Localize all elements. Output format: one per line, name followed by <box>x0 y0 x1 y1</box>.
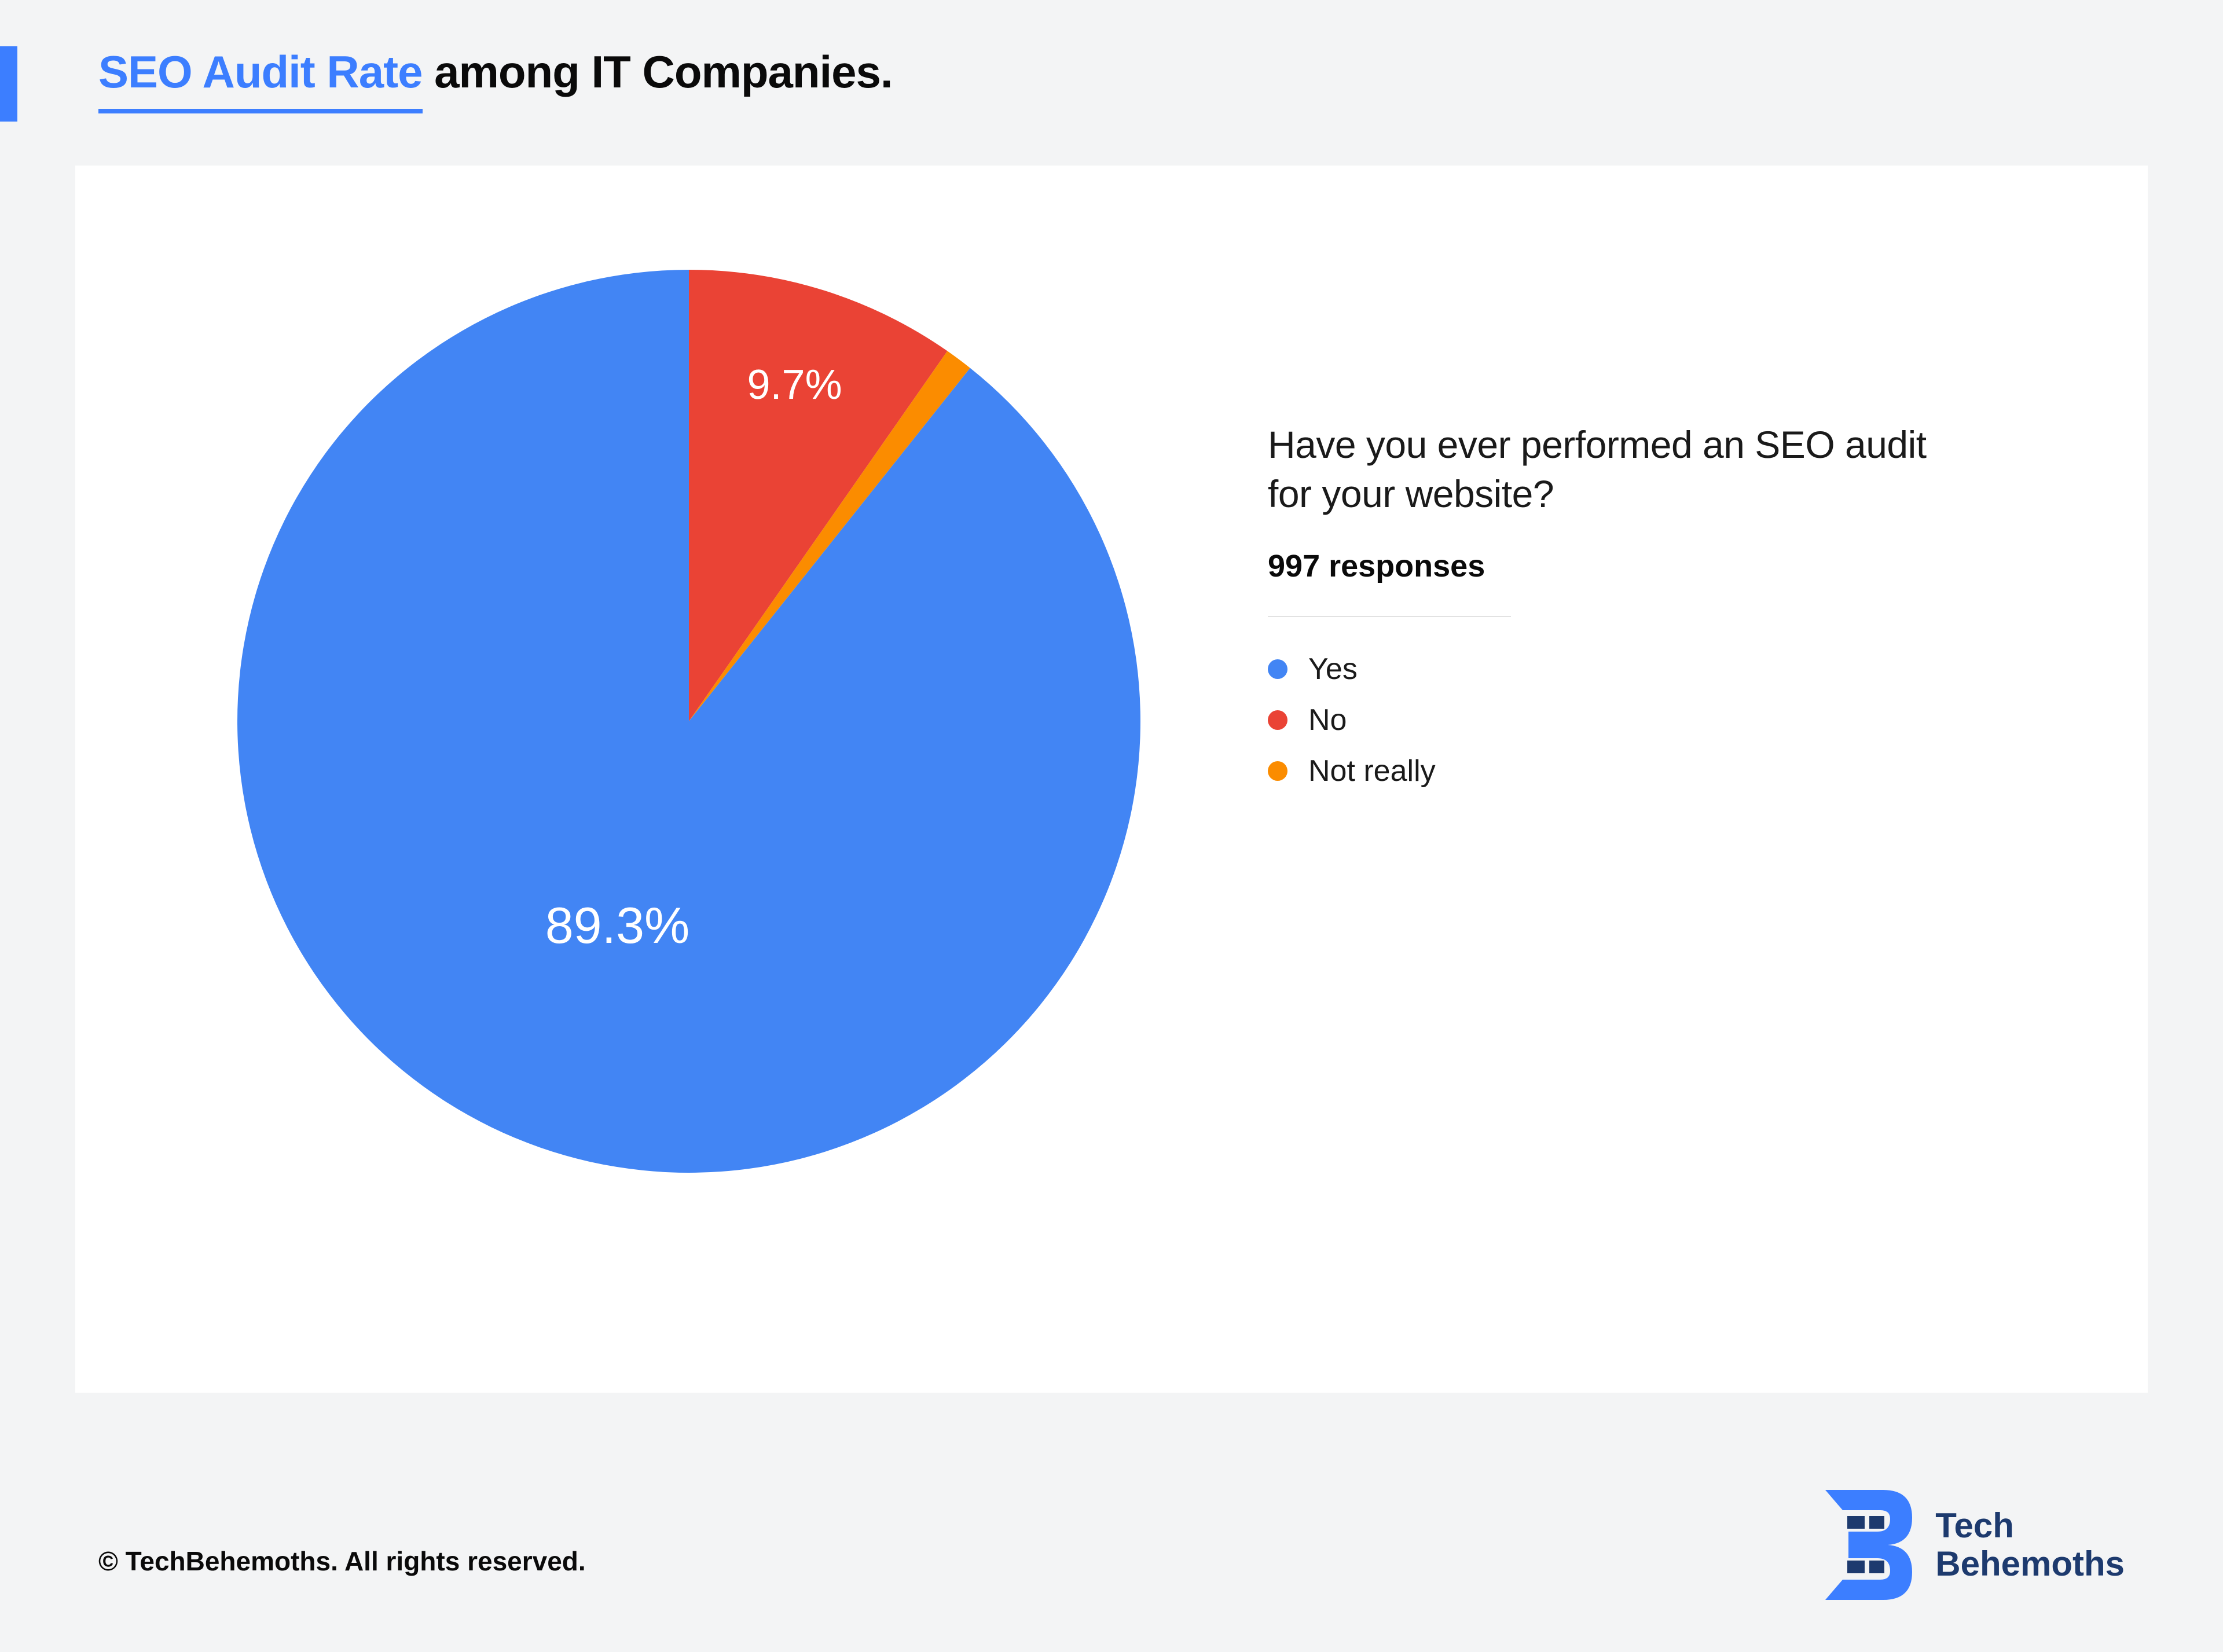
legend-label: Yes <box>1308 652 1358 687</box>
page-title: SEO Audit Rate among IT Companies. <box>98 46 2148 98</box>
response-count: 997 responses <box>1268 548 1962 584</box>
title-accent-text: SEO Audit Rate <box>98 46 423 97</box>
legend-dot-icon <box>1268 659 1287 679</box>
pie-slice-yes <box>237 270 1140 1173</box>
legend-item-yes: Yes <box>1268 652 1962 687</box>
survey-question: Have you ever performed an SEO audit for… <box>1268 420 1962 520</box>
pie-chart: 9.7% 89.3% <box>237 270 1140 1173</box>
pie-pct-yes: 89.3% <box>545 896 690 955</box>
title-underline <box>98 109 423 113</box>
chart-card: 9.7% 89.3% Have you ever performed an SEO… <box>75 166 2148 1393</box>
header: SEO Audit Rate among IT Companies. <box>98 46 2148 113</box>
brand-logo-icon <box>1820 1490 1912 1600</box>
title-rest-text: among IT Companies. <box>423 46 893 97</box>
legend-item-not-really: Not really <box>1268 754 1962 788</box>
info-divider <box>1268 616 1511 617</box>
infographic-page: SEO Audit Rate among IT Companies. 9.7% 8… <box>0 0 2223 1652</box>
brand-line2: Behemoths <box>1935 1545 2125 1583</box>
pie-svg <box>237 270 1140 1173</box>
legend-label: No <box>1308 703 1347 737</box>
legend-label: Not really <box>1308 754 1436 788</box>
legend-item-no: No <box>1268 703 1962 737</box>
legend: Yes No Not really <box>1268 652 1962 788</box>
brand-block: Tech Behemoths <box>1820 1490 2125 1600</box>
brand-line1: Tech <box>1935 1507 2125 1545</box>
legend-dot-icon <box>1268 761 1287 781</box>
pie-pct-no: 9.7% <box>747 361 842 409</box>
copyright-text: © TechBehemoths. All rights reserved. <box>98 1545 586 1577</box>
legend-dot-icon <box>1268 710 1287 730</box>
left-accent-bar <box>0 46 17 122</box>
brand-text: Tech Behemoths <box>1935 1507 2125 1583</box>
info-column: Have you ever performed an SEO audit for… <box>1268 420 1962 789</box>
